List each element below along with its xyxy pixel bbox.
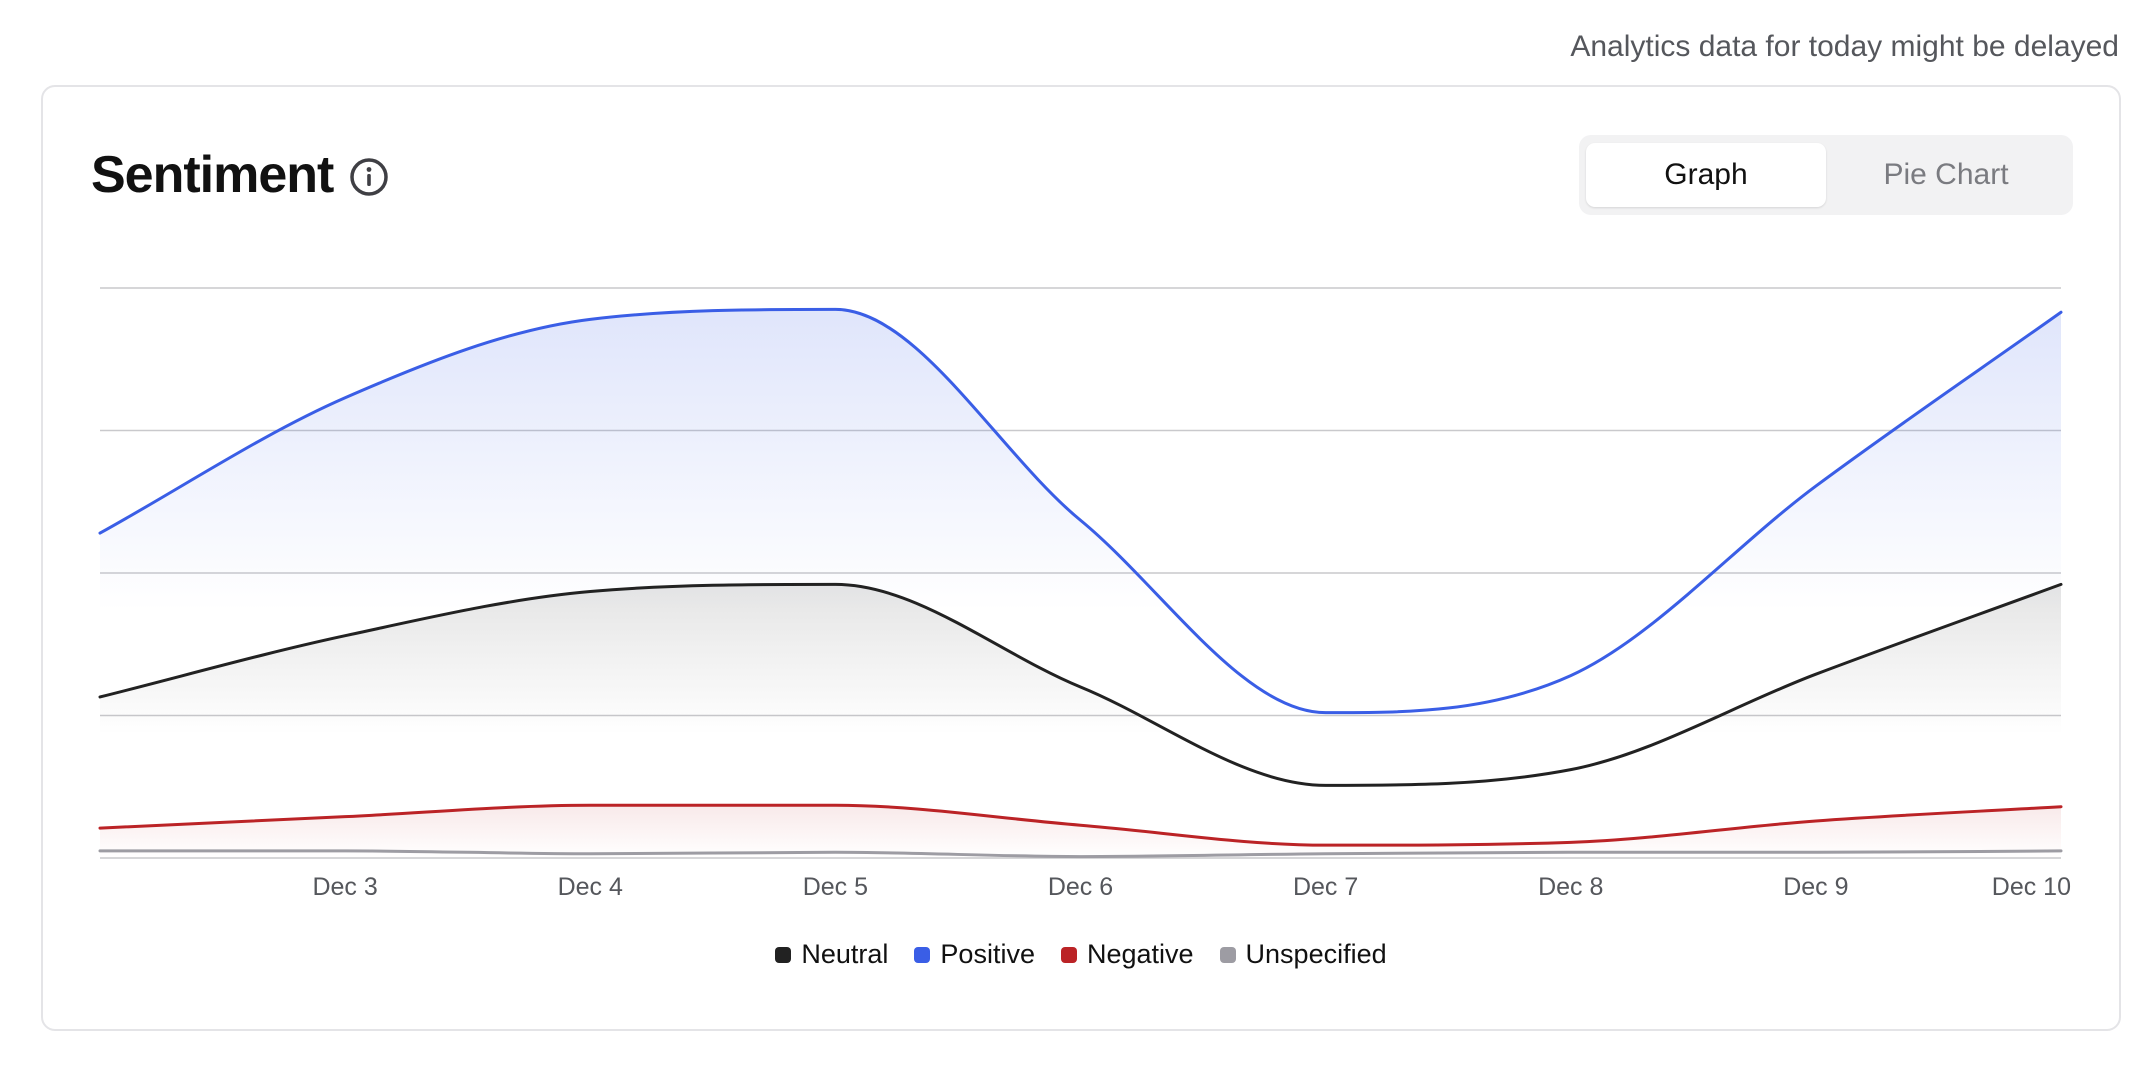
chart-areas [100, 309, 2061, 858]
analytics-delay-notice: Analytics data for today might be delaye… [1570, 30, 2119, 63]
x-tick-label: Dec 4 [558, 873, 623, 901]
view-toggle: Graph Pie Chart [1579, 135, 2073, 215]
x-tick-label: Dec 5 [803, 873, 868, 901]
legend-item-positive[interactable]: Positive [914, 939, 1035, 970]
x-tick-label: Dec 10 [1992, 873, 2071, 901]
series-line-negative[interactable] [98, 803, 2063, 847]
sentiment-card: Sentiment Graph Pie Chart [41, 85, 2121, 1031]
legend-item-negative[interactable]: Negative [1060, 939, 1194, 970]
pie-chart-tab[interactable]: Pie Chart [1826, 143, 2066, 207]
series-line-positive[interactable] [98, 307, 2063, 715]
x-tick-label: Dec 8 [1538, 873, 1603, 901]
area-negative [100, 805, 2061, 858]
series-line-neutral[interactable] [98, 582, 2063, 787]
x-tick-label: Dec 3 [312, 873, 377, 901]
legend-label: Positive [940, 939, 1035, 969]
card-header: Sentiment [91, 145, 389, 205]
legend-swatch [1219, 946, 1236, 963]
legend-label: Neutral [801, 939, 889, 969]
series-line-unspecified[interactable] [98, 849, 2063, 859]
chart-legend: Neutral Positive Negative Unspecified [43, 939, 2119, 970]
legend-label: Negative [1086, 939, 1194, 969]
chart-lines [98, 307, 2063, 859]
legend-swatch [914, 946, 931, 963]
x-tick-label: Dec 9 [1783, 873, 1848, 901]
info-circle-icon[interactable] [349, 157, 389, 197]
graph-tab[interactable]: Graph [1586, 143, 1826, 207]
legend-swatch [775, 946, 792, 963]
legend-label: Unspecified [1245, 939, 1387, 969]
x-axis-ticks: Dec 3 Dec 4 Dec 5 Dec 6 Dec 7 Dec 8 Dec 9 Dec 1… [312, 873, 2071, 901]
legend-swatch [1060, 946, 1077, 963]
x-tick-label: Dec 6 [1048, 873, 1113, 901]
sentiment-chart: Dec 3 Dec 4 Dec 5 Dec 6 Dec 7 Dec 8 Dec 9 Dec 1… [98, 287, 2071, 901]
area-positive [100, 309, 2061, 858]
legend-item-neutral[interactable]: Neutral [775, 939, 888, 970]
card-title: Sentiment [91, 146, 334, 204]
x-tick-label: Dec 7 [1293, 873, 1358, 901]
legend-item-unspecified[interactable]: Unspecified [1219, 939, 1387, 970]
